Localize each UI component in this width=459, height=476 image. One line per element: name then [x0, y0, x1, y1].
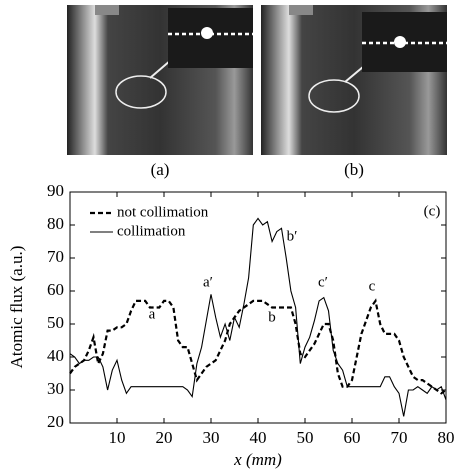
x-tick-label: 60	[344, 428, 361, 447]
series-line	[69, 298, 447, 395]
legend-label: not collimation	[117, 204, 209, 220]
y-tick-label: 80	[47, 214, 64, 233]
annotation: a	[149, 306, 156, 322]
annotation: (c)	[424, 203, 441, 219]
y-tick-label: 40	[47, 346, 64, 365]
x-tick-label: 40	[250, 428, 267, 447]
annotation: a′	[203, 274, 213, 290]
x-tick-label: 20	[156, 428, 173, 447]
annotation: c′	[318, 274, 328, 290]
y-tick-label: 90	[47, 181, 64, 200]
panel-label: (b)	[344, 160, 364, 179]
y-tick-label: 20	[47, 412, 64, 431]
y-axis-label: Atomic flux (a.u.)	[7, 246, 26, 369]
panel-label: (a)	[151, 160, 170, 179]
annotation: b	[268, 309, 276, 325]
y-tick-label: 60	[47, 280, 64, 299]
x-axis-label: x (mm)	[233, 450, 282, 469]
x-tick-label: 30	[203, 428, 220, 447]
y-tick-label: 50	[47, 313, 64, 332]
x-tick-label: 80	[438, 428, 455, 447]
x-tick-label: 10	[109, 428, 126, 447]
x-tick-label: 50	[297, 428, 314, 447]
y-tick-label: 30	[47, 379, 64, 398]
y-tick-label: 70	[47, 247, 64, 266]
x-tick-label: 70	[391, 428, 408, 447]
image-a	[67, 5, 253, 155]
legend-label: collimation	[117, 223, 186, 239]
series-line	[69, 217, 447, 417]
annotation: c	[369, 278, 376, 294]
annotation: b′	[287, 228, 298, 244]
image-b	[261, 5, 447, 155]
